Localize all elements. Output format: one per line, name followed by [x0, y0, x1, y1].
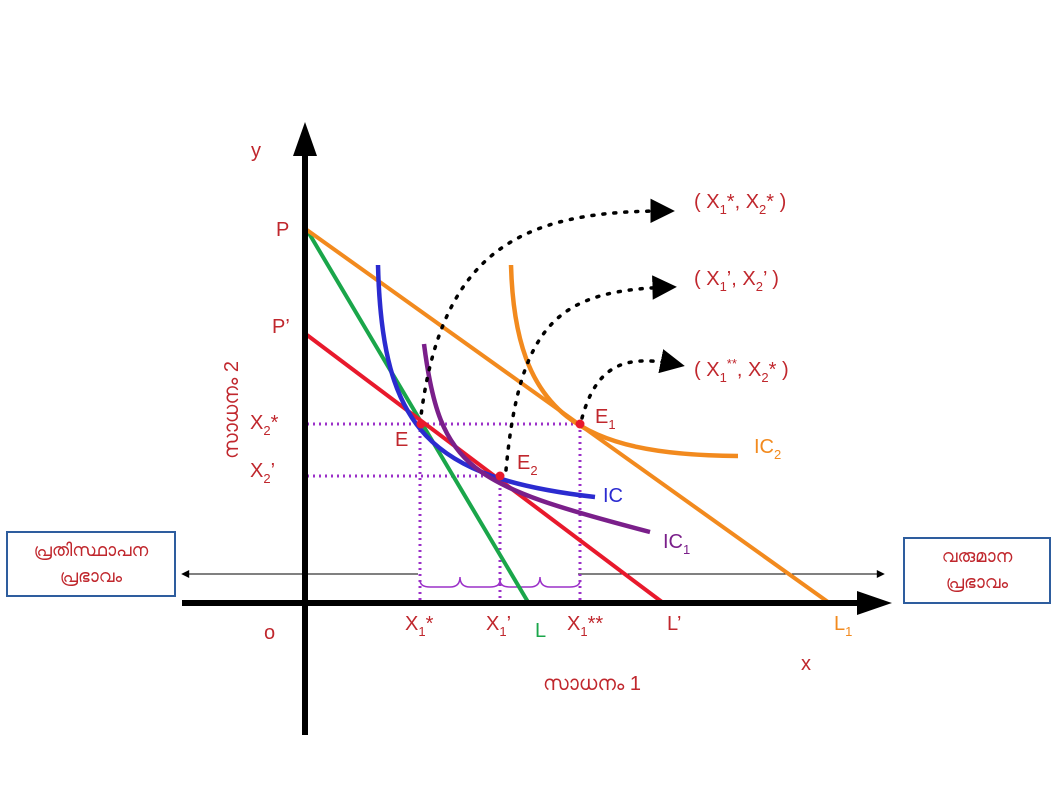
bundle-label-2: ( X1’, X2’ )	[694, 268, 779, 294]
point-label-e: E	[395, 429, 408, 451]
point-label-e2: E2	[517, 452, 538, 478]
income-effect-line2: പ്രഭാവം	[945, 572, 1009, 593]
substitution-brace	[419, 576, 501, 588]
curve-label-ic2: IC2	[754, 436, 781, 462]
indifference-curve-ic1	[421, 343, 651, 535]
connector-e	[418, 198, 675, 426]
budget-label-l: L	[535, 620, 546, 642]
x-axis-label: x	[801, 653, 811, 675]
origin-label: o	[264, 622, 275, 644]
x-tick-x1-star: X1*	[405, 613, 434, 639]
y-intercept-p-prime: P’	[272, 316, 290, 338]
indifference-curve-ic2	[508, 264, 739, 459]
income-effect-line1: വരുമാന	[941, 546, 1013, 567]
connector-e1	[580, 349, 685, 420]
point-label-e1: E1	[595, 406, 616, 432]
curve-label-ic: IC	[603, 485, 623, 507]
budget-label-l1: L1	[834, 613, 852, 639]
x-axis-title: സാധനം 1	[543, 673, 641, 695]
y-axis-arrowhead	[293, 122, 317, 156]
y-tick-x2-prime: X2’	[250, 460, 275, 486]
y-axis-title: സാധനം 2	[221, 361, 243, 459]
indifference-curve-ic	[375, 264, 596, 500]
income-effect-box: വരുമാന പ്രഭാവം	[903, 537, 1051, 604]
income-brace	[499, 576, 581, 588]
bundle-connectors	[418, 198, 685, 472]
point-e1-marker	[575, 419, 585, 429]
budget-line-red	[305, 333, 664, 604]
bundle-label-1: ( X1*, X2* )	[694, 191, 786, 217]
point-e2-marker	[495, 471, 505, 481]
y-tick-x2-star: X2*	[250, 412, 279, 438]
connector-e2	[504, 275, 677, 472]
y-axis-label: y	[251, 140, 261, 162]
budget-label-l-prime: L’	[667, 613, 681, 635]
x-tick-x1-prime: X1’	[486, 613, 511, 639]
bundle-label-3: ( X1**, X2* )	[694, 356, 789, 385]
x-tick-x1-double-star: X1**	[567, 613, 603, 639]
guide-lines	[307, 422, 582, 600]
y-intercept-p: P	[276, 219, 289, 241]
substitution-effect-line2: പ്രഭാവം	[59, 566, 123, 587]
x-axis-arrowhead	[857, 591, 892, 615]
curve-label-ic1: IC1	[663, 531, 690, 557]
point-e-marker	[416, 419, 426, 429]
substitution-effect-box: പ്രതിസ്ഥാപന പ്രഭാവം	[6, 531, 176, 597]
substitution-effect-line1: പ്രതിസ്ഥാപന	[33, 540, 149, 561]
